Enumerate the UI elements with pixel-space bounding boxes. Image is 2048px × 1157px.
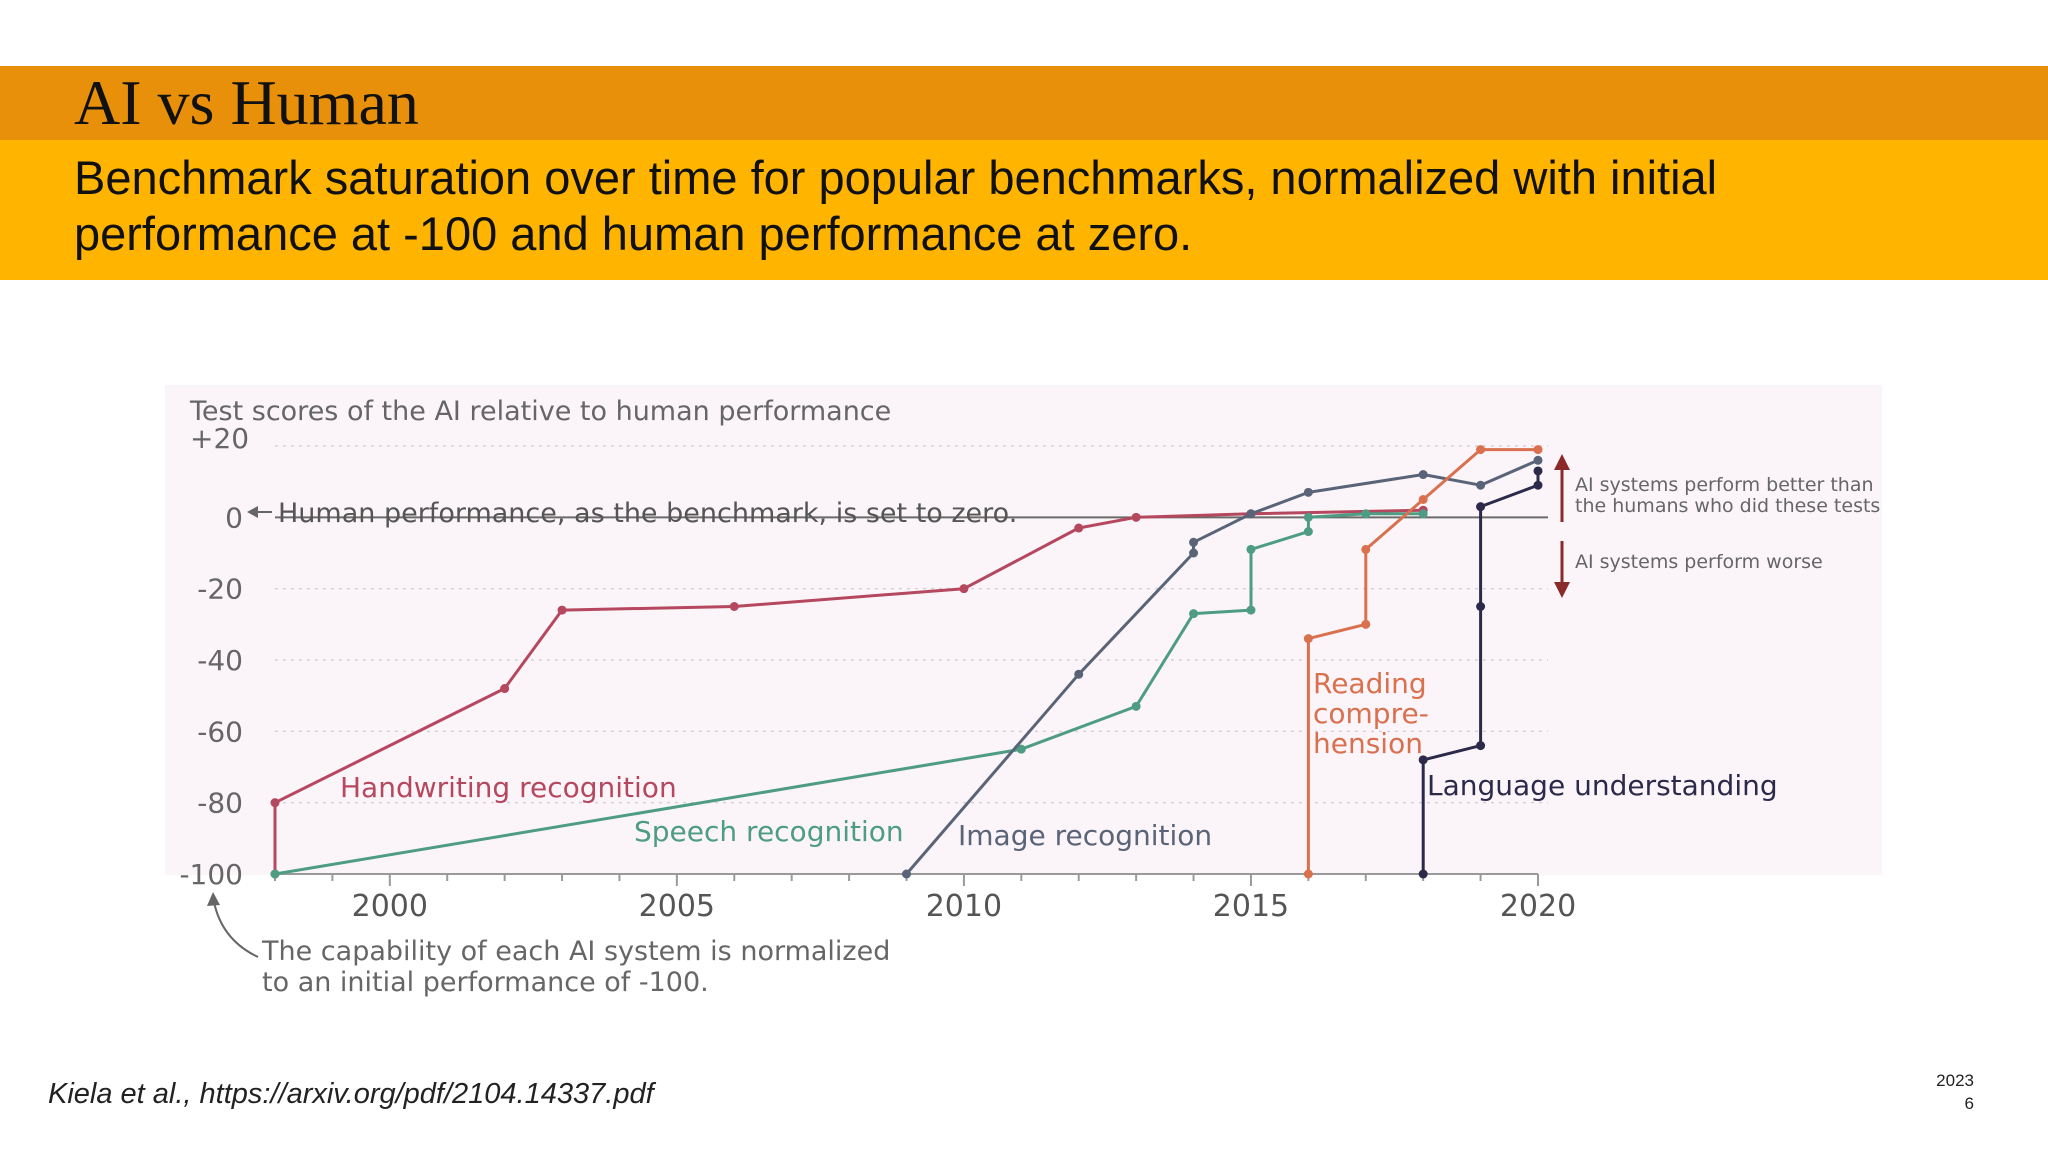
slide-number: 6 xyxy=(1964,1094,1974,1113)
worse-arrow-head xyxy=(1554,582,1570,598)
data-point xyxy=(1303,527,1313,537)
better-arrow-head xyxy=(1554,454,1570,470)
initial-note-arrow-head xyxy=(207,892,220,906)
data-point xyxy=(1131,701,1141,711)
human-label-arrow-head xyxy=(247,506,258,518)
data-point xyxy=(1303,487,1313,497)
y-axis-title: Test scores of the AI relative to human … xyxy=(189,396,891,427)
x-axis: 2000 2005 2010 2015 2020 xyxy=(274,873,1576,924)
slide-title: AI vs Human xyxy=(74,67,419,138)
annotation-initial-line-1: The capability of each AI system is norm… xyxy=(261,936,890,967)
data-point xyxy=(1361,544,1371,554)
data-point xyxy=(1418,755,1428,765)
data-point xyxy=(1476,480,1486,490)
data-point xyxy=(557,605,567,615)
data-point xyxy=(270,798,280,808)
data-point xyxy=(1418,470,1428,480)
annotation-initial-line-2: to an initial performance of -100. xyxy=(262,967,709,998)
series-1 xyxy=(270,509,1428,879)
data-point xyxy=(1418,495,1428,504)
data-point xyxy=(1189,537,1199,547)
chart-background xyxy=(165,385,1882,875)
series-label-line: compre- xyxy=(1313,697,1429,730)
x-tick-label: 2010 xyxy=(926,889,1002,924)
data-point xyxy=(1476,602,1486,611)
data-point xyxy=(1074,523,1084,533)
data-point xyxy=(1533,445,1543,455)
series-label-line: hension xyxy=(1313,727,1423,760)
data-point xyxy=(1246,544,1256,554)
data-point xyxy=(500,684,510,694)
y-tick-label: -40 xyxy=(197,644,243,677)
series-label-line: Reading xyxy=(1313,667,1427,700)
data-point xyxy=(1303,634,1313,644)
data-point xyxy=(1303,869,1313,879)
slide-year: 2023 xyxy=(1936,1071,1974,1090)
data-point xyxy=(1533,455,1543,465)
annotation-worse: AI systems perform worse xyxy=(1575,551,1823,573)
data-point xyxy=(1476,741,1486,751)
human-performance-label: Human performance, as the benchmark, is … xyxy=(278,498,1017,529)
data-point xyxy=(1476,502,1486,512)
data-point xyxy=(1361,509,1371,519)
slide-subtitle: Benchmark saturation over time for popul… xyxy=(74,151,1718,260)
series-label: Reading compre-hension xyxy=(1313,667,1429,760)
y-tick-label: -100 xyxy=(179,858,243,891)
y-tick-label: -60 xyxy=(197,715,243,748)
data-point xyxy=(1131,512,1141,522)
data-point xyxy=(1418,509,1428,519)
series-line xyxy=(273,508,1424,874)
y-tick-labels: +20 0 -20 -40 -60 -80 -100 xyxy=(179,422,249,891)
series-labels: Handwriting recognition Speech recognitio… xyxy=(340,667,1778,852)
data-point xyxy=(902,869,911,879)
initial-note-arrow xyxy=(213,901,259,958)
data-point xyxy=(1246,509,1256,519)
series-label: Speech recognition xyxy=(634,815,904,848)
citation: Kiela et al., https://arxiv.org/pdf/2104… xyxy=(48,1078,654,1110)
data-point xyxy=(1016,744,1026,754)
series-2 xyxy=(902,455,1543,879)
annotation-initial: The capability of each AI system is norm… xyxy=(261,936,899,998)
title-band xyxy=(0,66,2048,140)
subtitle-band xyxy=(0,140,2048,280)
series-label: Image recognition xyxy=(958,819,1212,852)
data-point xyxy=(959,584,969,594)
series-line xyxy=(274,512,1424,876)
y-tick-label: +20 xyxy=(190,422,249,455)
y-tick-label: -80 xyxy=(197,787,243,820)
data-point xyxy=(270,869,280,879)
annotation-better: AI systems perform better than the human… xyxy=(1575,474,1880,517)
data-point xyxy=(1418,869,1428,879)
series-4 xyxy=(1418,466,1543,879)
series-3 xyxy=(1303,445,1543,879)
data-point xyxy=(729,602,739,611)
series-label: Language understanding xyxy=(1427,769,1778,802)
grid-lines xyxy=(275,445,1548,804)
series-label: Handwriting recognition xyxy=(340,771,677,804)
x-tick-label: 2020 xyxy=(1500,889,1576,924)
x-tick-label: 2000 xyxy=(352,889,428,924)
annotation-better-line-1: AI systems perform better than xyxy=(1575,474,1874,496)
data-point xyxy=(1074,669,1084,679)
x-tick-label: 2005 xyxy=(639,889,715,924)
y-tick-label: 0 xyxy=(225,501,243,534)
data-point xyxy=(1533,466,1543,476)
y-tick-label: -20 xyxy=(197,573,243,606)
data-point xyxy=(1533,480,1543,490)
data-point xyxy=(1189,609,1199,619)
data-point xyxy=(1189,548,1199,558)
x-tick-label: 2015 xyxy=(1213,889,1289,924)
series-layer xyxy=(270,445,1543,879)
data-point xyxy=(1303,512,1313,522)
data-point xyxy=(1246,605,1256,615)
data-point xyxy=(1476,445,1486,455)
data-point xyxy=(1361,619,1371,629)
annotation-better-line-2: the humans who did these tests xyxy=(1575,495,1880,517)
